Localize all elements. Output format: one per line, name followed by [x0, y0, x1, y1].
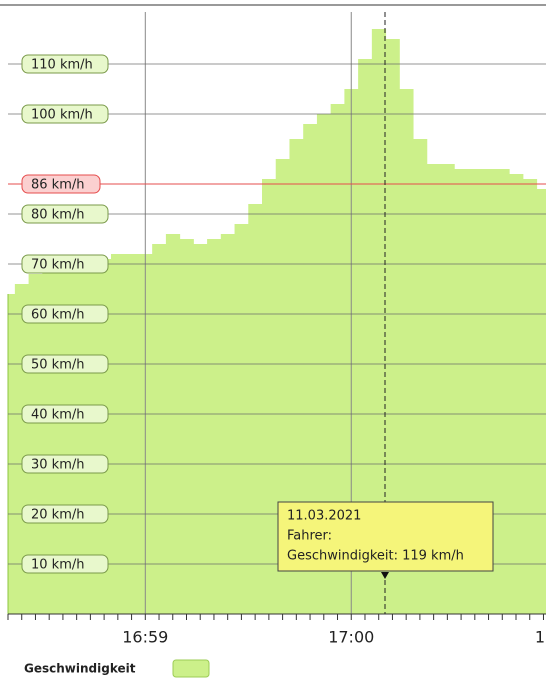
tick-pill: [21, 254, 109, 274]
y-tick-label: 50 km/h: [31, 358, 85, 373]
y-tick-label: 70 km/h: [31, 258, 85, 273]
area-step: [330, 104, 345, 614]
area-step: [124, 254, 139, 614]
area-step: [262, 179, 277, 614]
area-step: [179, 239, 194, 614]
y-tick-label: 10 km/h: [31, 558, 85, 573]
tick-pill: [21, 404, 109, 424]
area-step: [248, 204, 263, 614]
tick-pill: [21, 504, 109, 524]
area-step: [193, 244, 208, 614]
area-step: [8, 294, 16, 614]
area-step: [289, 139, 304, 614]
area-step: [69, 264, 85, 614]
area-step: [165, 234, 181, 614]
x-tick-label: 1: [535, 628, 545, 647]
area-step: [97, 259, 112, 614]
area-step: [509, 174, 524, 614]
y-tick-label: 20 km/h: [31, 508, 85, 523]
area-step: [371, 29, 387, 614]
legend-swatch: [172, 659, 210, 678]
area-step: [234, 224, 249, 614]
area-step: [110, 254, 126, 614]
y-tick-label: 30 km/h: [31, 458, 85, 473]
area-step: [56, 264, 71, 614]
tooltip-date: 11.03.2021: [287, 509, 361, 524]
tooltip-box: [277, 501, 494, 572]
limit-pill: [21, 174, 101, 194]
x-tick-label: 17:00: [328, 628, 374, 647]
tooltip-speed: Geschwindigkeit: 119 km/h: [287, 549, 464, 564]
area-step: [83, 264, 98, 614]
x-tick-label: 16:59: [122, 628, 168, 647]
tick-pill: [21, 104, 109, 124]
y-tick-label: 60 km/h: [31, 308, 85, 323]
limit-label: 86 km/h: [31, 178, 85, 193]
y-tick-label: 100 km/h: [31, 108, 93, 123]
area-step: [413, 139, 428, 614]
area-step: [385, 39, 400, 614]
tooltip-driver: Fahrer:: [287, 529, 332, 544]
area-step: [522, 179, 538, 614]
y-tick-label: 110 km/h: [31, 58, 93, 73]
tick-pill: [21, 454, 109, 474]
area-step: [303, 124, 318, 614]
area-step: [495, 169, 510, 614]
tick-pill: [21, 54, 109, 74]
area-step: [536, 189, 546, 614]
tick-pill: [21, 554, 109, 574]
y-tick-label: 80 km/h: [31, 208, 85, 223]
cursor-marker: [381, 572, 389, 579]
tick-pill: [21, 204, 109, 224]
tick-pill: [21, 354, 109, 374]
tick-pill: [21, 304, 109, 324]
area-step: [220, 234, 236, 614]
area-step: [152, 244, 167, 614]
area-step: [275, 159, 290, 614]
y-tick-label: 40 km/h: [31, 408, 85, 423]
area-step: [399, 89, 414, 614]
legend-label: Geschwindigkeit: [24, 662, 136, 676]
area-step: [358, 59, 373, 614]
area-step: [207, 239, 222, 614]
